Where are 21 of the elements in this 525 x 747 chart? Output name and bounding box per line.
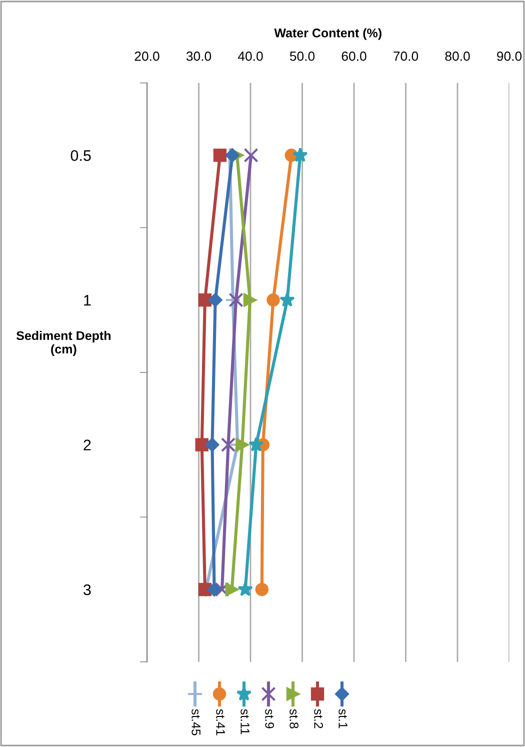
legend-label: st.9 [265, 709, 274, 728]
legend-label: st.45 [192, 709, 200, 736]
x-tick-label: 90.0 [497, 52, 522, 61]
y-tick-label: 1 [84, 295, 91, 306]
y-tick-label: 0.5 [70, 150, 91, 161]
x-tick-label: 80.0 [445, 52, 470, 61]
y-axis-title: Sediment Depth (cm) [16, 330, 110, 356]
x-tick-label: 50.0 [290, 52, 315, 61]
y-tick-label: 3 [84, 584, 91, 596]
x-tick-label: 30.0 [186, 52, 212, 61]
legend-label: st.41 [216, 709, 225, 736]
legend-label: st.8 [290, 709, 298, 728]
x-axis-title: Water Content (%) [274, 28, 382, 40]
y-tick-label: 2 [84, 440, 91, 450]
legend-label: st.2 [314, 709, 323, 728]
x-tick-label: 70.0 [394, 52, 418, 61]
x-tick-label: 20.0 [134, 52, 160, 61]
x-tick-label: 40.0 [238, 52, 263, 61]
x-tick-label: 60.0 [342, 52, 366, 61]
legend-label: st.1 [338, 709, 348, 728]
legend-label: st.11 [240, 709, 250, 734]
